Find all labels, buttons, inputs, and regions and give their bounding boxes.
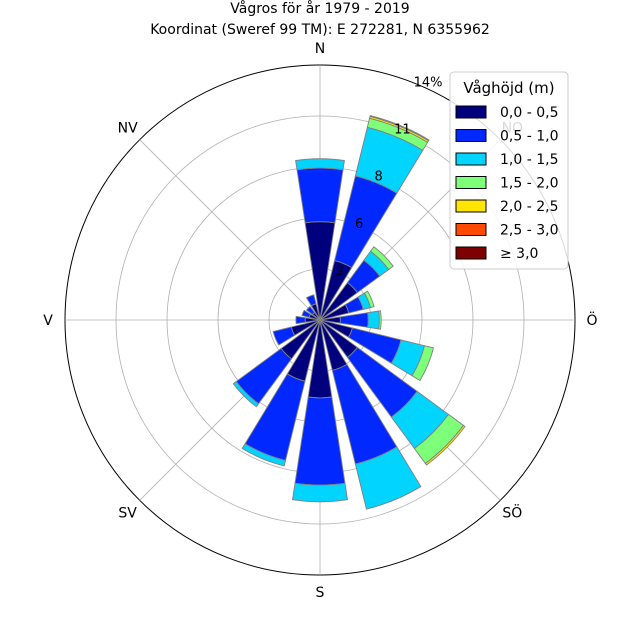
radial-tick-label: 3 [336, 264, 344, 279]
rose-bar-segment [305, 305, 316, 316]
compass-label: NV [118, 121, 138, 137]
compass-label: V [43, 313, 53, 329]
rose-bar-segment [424, 424, 466, 466]
rose-bar-segment [367, 310, 380, 330]
compass-label: SÖ [502, 503, 522, 521]
legend-swatch [455, 199, 487, 213]
compass-label: Ö [586, 311, 597, 329]
rose-bar-segment [294, 396, 346, 486]
legend-swatch [455, 246, 487, 260]
legend: Våghöjd (m) 0,0 - 0,5 0,5 - 1,0 1,0 - 1,5 1… [449, 71, 569, 270]
legend-title: Våghöjd (m) [463, 79, 554, 97]
legend-swatch [455, 105, 487, 119]
legend-label: 2,5 - 3,0 [500, 223, 558, 239]
legend-label: ≥ 3,0 [500, 246, 538, 262]
rose-bar-segment [295, 315, 306, 325]
compass-label: S [316, 585, 325, 601]
chart-subtitle: Koordinat (Sweref 99 TM): E 272281, N 63… [150, 22, 490, 38]
legend-box [449, 71, 569, 270]
rose-bar-segment [363, 290, 375, 309]
rose-bar-segment [232, 380, 260, 408]
radial-tick-label: 6 [355, 217, 363, 232]
rose-bar-segment [241, 443, 287, 467]
compass-label: N [315, 41, 325, 57]
rose-bar-segment [369, 115, 430, 142]
polar-grid-spoke [139, 139, 321, 321]
legend-label: 2,0 - 2,5 [500, 199, 558, 215]
rose-bar-segment [296, 167, 344, 224]
rose-bars [232, 115, 466, 510]
rose-bar-segment [339, 312, 369, 328]
legend-label: 0,0 - 0,5 [500, 105, 558, 121]
legend-swatch [455, 223, 487, 236]
rose-bar-segment [378, 310, 382, 330]
radial-tick-label: 8 [375, 170, 383, 185]
rose-bar-segment [272, 326, 296, 346]
radial-tick-labels: 3 6 8 11 14% [336, 75, 443, 278]
legend-label: 1,5 - 2,0 [500, 176, 558, 192]
rose-bar-segment [301, 309, 312, 318]
legend-label: 0,5 - 1,0 [500, 129, 558, 145]
radial-tick-label: 14% [414, 75, 443, 90]
rose-bar-segment [334, 175, 398, 269]
legend-swatch [455, 129, 487, 142]
legend-items: 0,0 - 0,5 0,5 - 1,0 1,0 - 1,5 1,5 - 2,0 2,0 … [455, 105, 558, 262]
rose-bar-segment [305, 294, 317, 307]
rose-bar-segment [411, 345, 435, 382]
legend-swatch [455, 152, 487, 166]
rose-bar-segment [354, 446, 422, 510]
radial-tick-label: 11 [394, 123, 411, 138]
legend-swatch [455, 176, 487, 189]
rose-bar-segment [295, 158, 345, 171]
compass-label: SV [118, 505, 137, 521]
chart-title: Vågros för år 1979 - 2019 [230, 0, 409, 17]
legend-label: 1,0 - 1,5 [500, 152, 558, 168]
rose-bar-segment [369, 246, 394, 271]
rose-bar-segment [291, 482, 349, 503]
